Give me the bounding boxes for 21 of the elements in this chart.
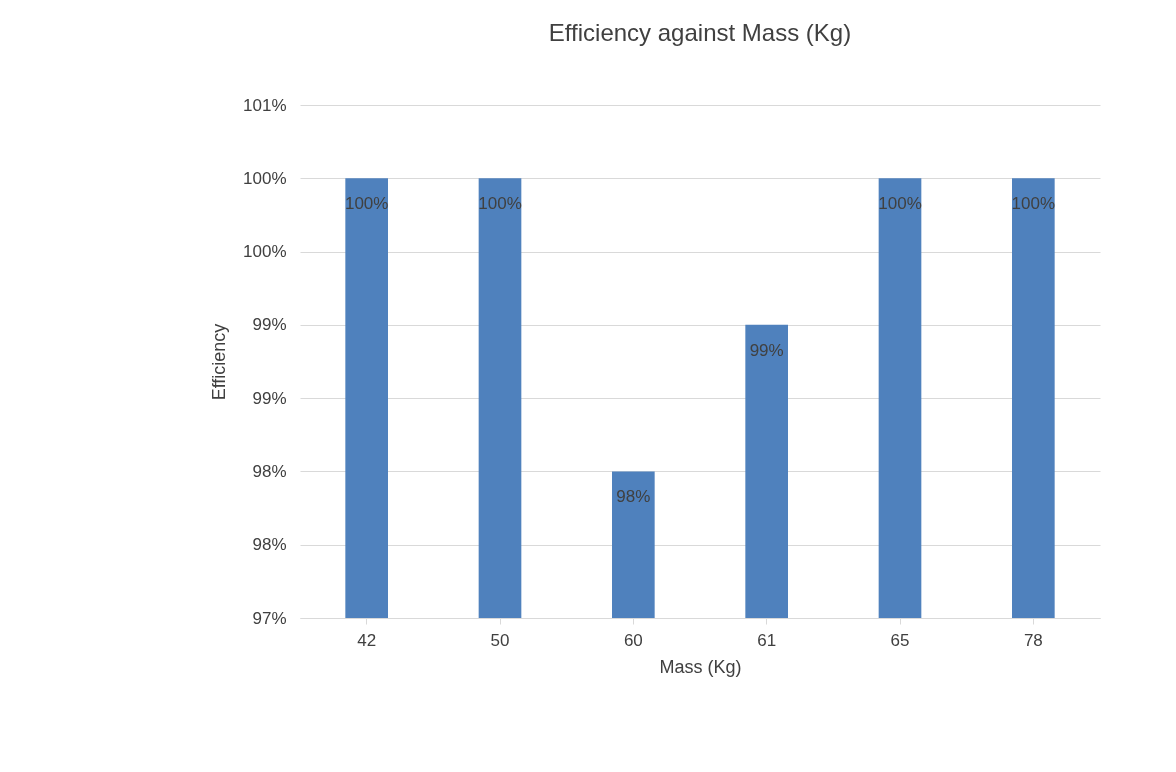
y-tick-label: 101% <box>243 95 287 115</box>
x-tick-label: 78 <box>1023 630 1043 650</box>
y-tick-label: 98% <box>252 461 287 481</box>
x-tick-label: 65 <box>890 630 910 650</box>
x-tick-label: 60 <box>623 630 643 650</box>
data-label: 98% <box>616 487 651 507</box>
y-tick-label: 98% <box>252 535 287 555</box>
y-tick-label: 100% <box>243 168 287 188</box>
x-tick-label: 42 <box>357 630 377 650</box>
y-tick-label: 99% <box>252 315 287 335</box>
y-tick-label: 99% <box>252 388 287 408</box>
y-axis-title: Efficiency <box>209 323 230 401</box>
x-axis-title: Mass (Kg) <box>659 656 742 677</box>
chart-title: Efficiency against Mass (Kg) <box>548 19 852 46</box>
data-label: 100% <box>344 194 389 214</box>
x-tick-label: 50 <box>490 630 510 650</box>
y-tick-label: 97% <box>252 608 287 628</box>
data-label: 99% <box>749 340 784 360</box>
y-tick-label: 100% <box>243 242 287 262</box>
data-label: 100% <box>1011 194 1056 214</box>
x-tick-label: 61 <box>757 630 777 650</box>
